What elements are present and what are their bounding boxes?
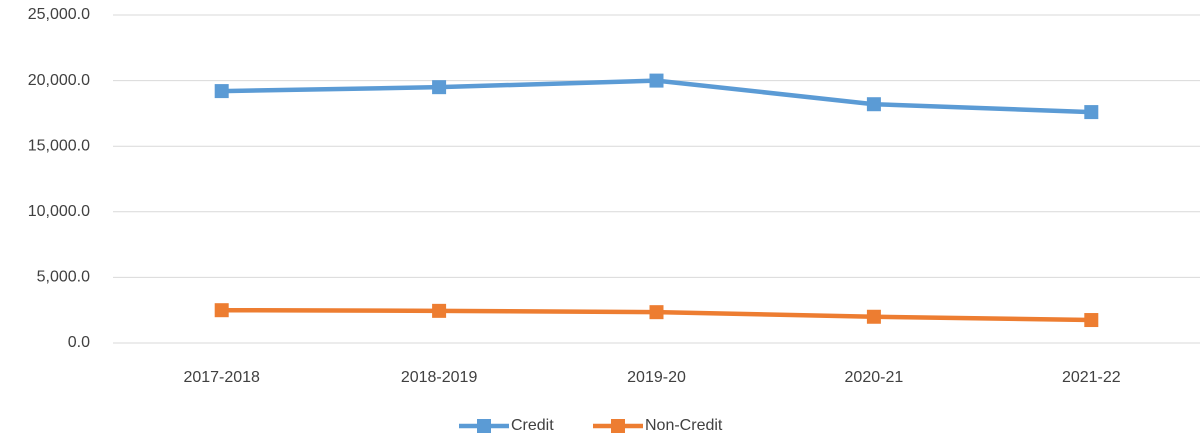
legend-label: Credit — [511, 417, 554, 434]
legend-label: Non-Credit — [645, 417, 723, 434]
marker — [649, 73, 664, 88]
y-tick-label: 5,000.0 — [37, 269, 90, 286]
marker — [649, 305, 664, 320]
marker — [1084, 105, 1099, 120]
y-tick-label: 15,000.0 — [28, 137, 90, 154]
x-tick-label: 2017-2018 — [183, 369, 260, 386]
legend-marker — [477, 419, 491, 433]
marker — [866, 309, 881, 324]
marker — [214, 303, 229, 318]
y-tick-label: 0.0 — [68, 334, 90, 351]
marker — [432, 80, 447, 95]
x-tick-label: 2020-21 — [845, 369, 904, 386]
x-tick-label: 2019-20 — [627, 369, 686, 386]
x-tick-label: 2018-2019 — [401, 369, 478, 386]
x-tick-label: 2021-22 — [1062, 369, 1121, 386]
y-tick-label: 25,000.0 — [28, 6, 90, 23]
marker — [1084, 313, 1099, 328]
marker — [214, 84, 229, 99]
legend-marker — [611, 419, 625, 433]
marker — [432, 303, 447, 318]
marker — [866, 97, 881, 112]
y-tick-label: 20,000.0 — [28, 72, 90, 89]
y-tick-label: 10,000.0 — [28, 203, 90, 220]
